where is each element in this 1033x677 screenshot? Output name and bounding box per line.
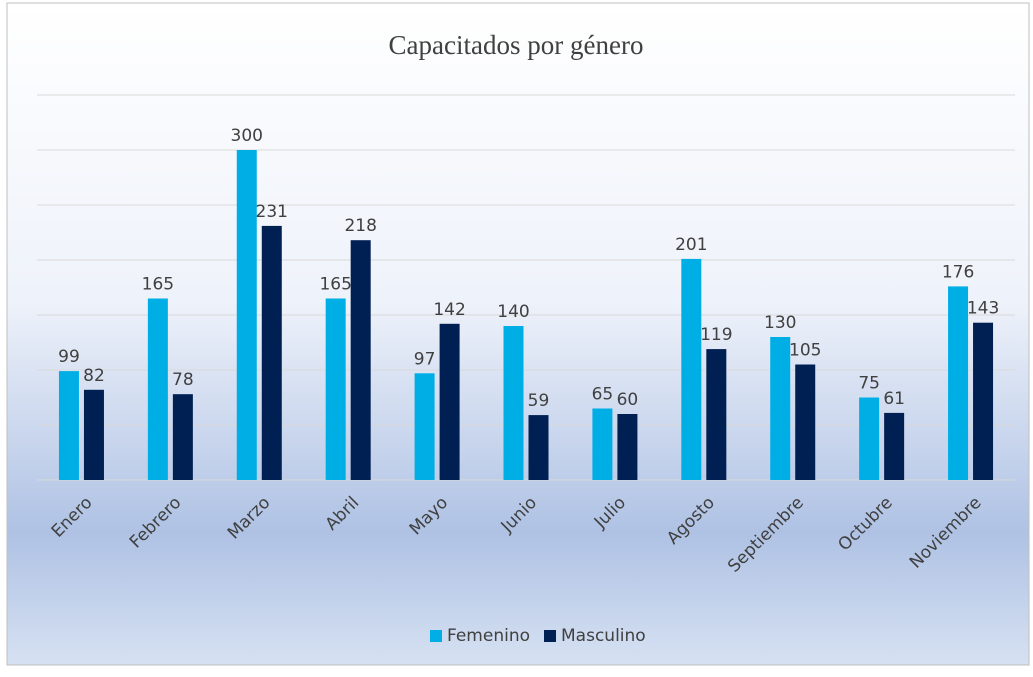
data-label: 61	[883, 389, 905, 409]
bar	[706, 349, 727, 480]
bar	[617, 414, 638, 480]
data-label: 165	[319, 275, 351, 295]
data-label: 60	[617, 390, 639, 410]
bar	[350, 240, 371, 480]
bar	[770, 337, 791, 480]
data-label: 300	[231, 126, 263, 146]
bar	[973, 322, 994, 480]
data-label: 176	[942, 262, 974, 282]
data-label: 143	[967, 299, 999, 319]
bar	[528, 415, 549, 480]
bar	[503, 326, 524, 480]
legend-label: Masculino	[561, 626, 646, 646]
bar	[261, 225, 282, 480]
data-label: 140	[497, 302, 529, 322]
bar	[795, 364, 816, 480]
data-label: 75	[858, 374, 880, 394]
data-label: 78	[172, 370, 194, 390]
data-label: 231	[256, 202, 288, 222]
data-label: 218	[344, 216, 376, 236]
data-label: 82	[83, 366, 105, 386]
legend-label: Femenino	[447, 626, 530, 646]
data-label: 165	[142, 275, 174, 295]
data-label: 130	[764, 313, 796, 333]
bar	[439, 323, 460, 480]
data-label: 142	[433, 300, 465, 320]
bar	[236, 150, 257, 480]
data-label: 59	[528, 391, 550, 411]
bar	[948, 286, 969, 480]
data-label: 65	[592, 385, 614, 405]
legend-swatch	[544, 630, 556, 642]
bar	[859, 397, 880, 480]
bar	[592, 408, 613, 480]
data-label: 105	[789, 341, 821, 361]
bar	[681, 258, 702, 480]
legend-swatch	[430, 630, 442, 642]
data-label: 99	[58, 347, 80, 367]
bar	[325, 298, 346, 480]
bar	[884, 412, 905, 480]
bar	[58, 371, 79, 480]
data-label: 119	[700, 325, 732, 345]
bar	[172, 394, 193, 480]
bar	[414, 373, 435, 480]
chart-title: Capacitados por género	[389, 30, 644, 60]
data-label: 97	[414, 349, 436, 369]
data-label: 201	[675, 235, 707, 255]
bar	[83, 389, 104, 480]
bar	[147, 298, 168, 480]
